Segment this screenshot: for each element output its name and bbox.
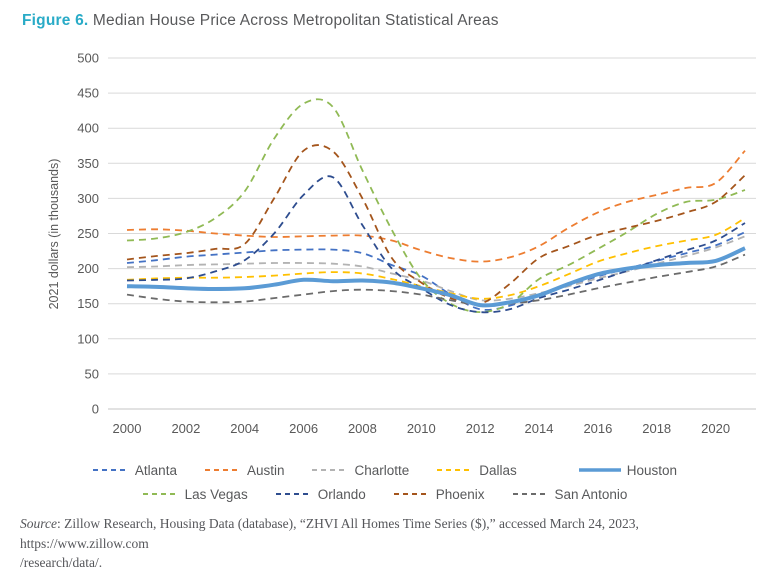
series-line-dallas	[126, 217, 746, 300]
chart-legend: Atlanta Austin Charlotte Dallas Houston Las …	[0, 458, 768, 506]
legend-item-austin: Austin	[203, 462, 285, 478]
x-tick-label-2020: 2020	[701, 421, 730, 436]
y-tick-label-100: 100	[77, 331, 99, 346]
x-tick-label-2010: 2010	[407, 421, 436, 436]
series-line-phoenix	[126, 144, 746, 306]
y-tick-label-0: 0	[92, 402, 99, 417]
legend-swatch-icon	[204, 469, 241, 471]
legend-swatch-icon	[437, 469, 474, 471]
legend-item-houston: Houston	[577, 463, 677, 478]
y-tick-label-50: 50	[85, 366, 99, 381]
figure-title-text: Median House Price Across Metropolitan S…	[92, 12, 499, 29]
x-tick-label-2006: 2006	[289, 421, 318, 436]
series-lines	[126, 98, 746, 314]
legend-item-charlotte: Charlotte	[310, 463, 409, 478]
series-line-atlanta	[126, 231, 746, 311]
x-tick-label-2000: 2000	[113, 421, 142, 436]
x-tick-label-2016: 2016	[583, 421, 612, 436]
y-tick-label-450: 450	[77, 86, 99, 101]
series-line-austin	[126, 150, 746, 263]
legend-label: Houston	[626, 462, 678, 478]
figure-title: Figure 6. Median House Price Across Metr…	[22, 12, 499, 30]
source-text-line1: : Zillow Research, Housing Data (databas…	[20, 516, 639, 551]
x-axis-ticks: 2000 2002 2004 2006 2008 2010 2012 2014 2016 2018…	[113, 421, 731, 436]
y-tick-label-350: 350	[77, 156, 99, 171]
legend-item-san-antonio: San Antonio	[511, 486, 628, 502]
legend-label: Dallas	[479, 462, 517, 478]
legend-label: Phoenix	[435, 486, 485, 502]
x-tick-label-2002: 2002	[171, 421, 200, 436]
y-tick-label-500: 500	[77, 51, 99, 66]
source-note: Source: Zillow Research, Housing Data (d…	[20, 514, 744, 573]
legend-label: Las Vegas	[184, 486, 248, 502]
legend-swatch-icon	[275, 493, 312, 495]
x-tick-label-2014: 2014	[525, 421, 554, 436]
legend-swatch-icon	[512, 493, 549, 495]
x-tick-label-2008: 2008	[348, 421, 377, 436]
x-tick-label-2004: 2004	[230, 421, 259, 436]
legend-swatch-icon	[312, 469, 349, 471]
series-line-san-antonio	[126, 253, 746, 307]
y-tick-label-400: 400	[77, 121, 99, 136]
y-tick-label-250: 250	[77, 226, 99, 241]
y-tick-label-300: 300	[77, 191, 99, 206]
legend-item-phoenix: Phoenix	[392, 487, 485, 502]
legend-swatch-icon	[92, 469, 129, 471]
x-tick-label-2018: 2018	[642, 421, 671, 436]
legend-item-las-vegas: Las Vegas	[141, 487, 248, 502]
figure-number: Figure 6.	[22, 12, 89, 29]
legend-row-2: Las Vegas Orlando Phoenix San Antonio	[0, 482, 768, 506]
y-axis-ticks: 0 50 100 150 200 250 300 350 400 450 500	[77, 51, 99, 417]
legend-item-dallas: Dallas	[435, 463, 517, 478]
legend-swatch-icon	[578, 468, 621, 472]
legend-item-orlando: Orlando	[274, 487, 366, 502]
series-line-houston	[126, 246, 746, 308]
y-axis-title: 2021 dollars (in thousands)	[47, 159, 61, 310]
legend-label: Orlando	[317, 486, 366, 502]
legend-label: Atlanta	[134, 462, 177, 478]
source-label: Source	[20, 516, 57, 531]
y-tick-label-200: 200	[77, 261, 99, 276]
legend-label: Charlotte	[354, 462, 410, 478]
y-tick-label-150: 150	[77, 296, 99, 311]
legend-row-1: Atlanta Austin Charlotte Dallas Houston	[0, 458, 768, 482]
legend-swatch-icon	[142, 493, 179, 495]
series-line-las-vegas	[126, 98, 746, 314]
source-text-line2: /research/data/.	[20, 555, 103, 571]
legend-label: Austin	[246, 462, 285, 478]
x-tick-label-2012: 2012	[466, 421, 495, 436]
legend-item-atlanta: Atlanta	[91, 463, 177, 478]
legend-label: San Antonio	[554, 486, 628, 502]
gridlines	[108, 57, 756, 410]
legend-swatch-icon	[393, 493, 430, 495]
